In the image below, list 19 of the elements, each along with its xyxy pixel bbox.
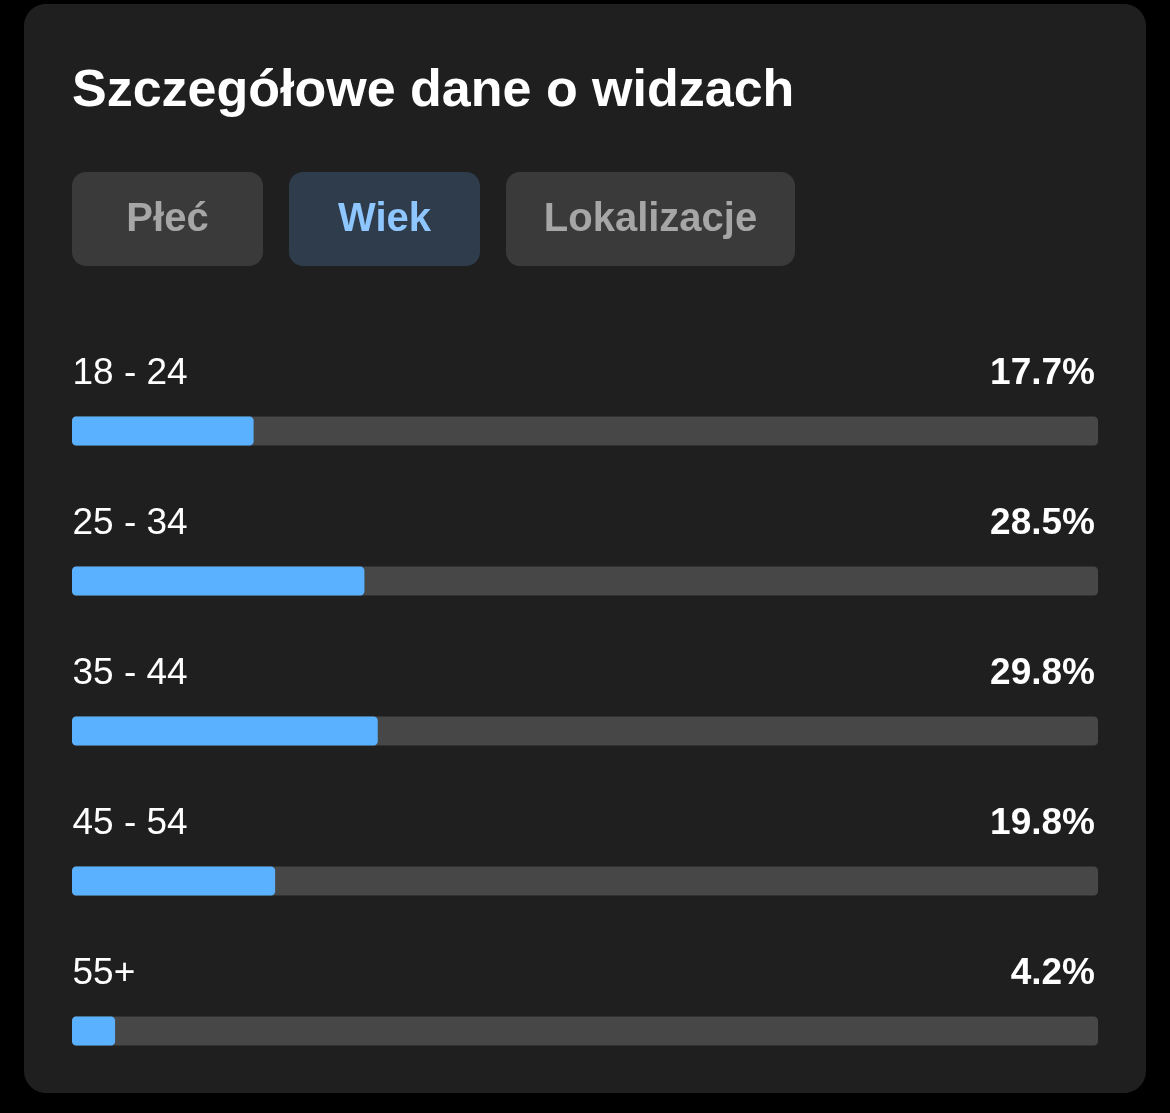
data-label: 4.2% <box>1010 951 1095 992</box>
data-label: 29.8% <box>990 651 1095 692</box>
text: Płeć <box>126 195 209 239</box>
y-tick-label: 18 - 24 <box>72 351 188 392</box>
bar <box>72 716 378 746</box>
bar <box>72 1016 116 1046</box>
y-tick-label: 55+ <box>72 951 136 992</box>
y-tick-label: 25 - 34 <box>72 501 188 542</box>
data-label: 19.8% <box>990 801 1095 842</box>
bar <box>72 416 254 446</box>
y-tick-label: 35 - 44 <box>72 651 188 692</box>
bar <box>72 866 276 896</box>
y-tick-label: 45 - 54 <box>72 801 188 842</box>
text: Lokalizacje <box>543 195 758 239</box>
text: Wiek <box>337 195 432 239</box>
bar <box>72 566 365 596</box>
data-label: 17.7% <box>990 351 1095 392</box>
data-label: 28.5% <box>990 501 1095 542</box>
chart-title: Szczegółowe dane o widzach <box>72 59 795 117</box>
